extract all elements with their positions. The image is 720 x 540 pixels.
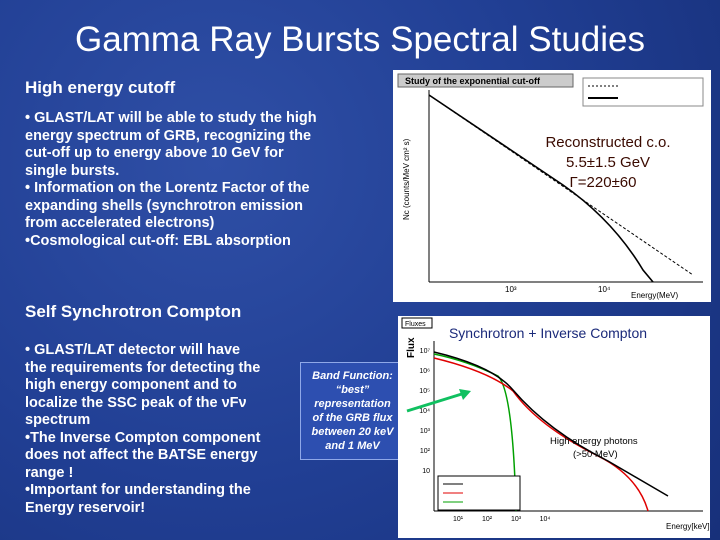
x-tick-label: 10³ <box>505 285 517 294</box>
cutoff-plot: Study of the exponential cut-off Nc (cou… <box>393 70 711 302</box>
cutoff-curve <box>428 94 654 283</box>
annotation: Reconstructed c.o. <box>545 134 670 151</box>
annotation: High energy photons <box>550 436 638 447</box>
bullet-line: •Important for understanding the <box>25 482 251 498</box>
arrow-head <box>459 389 471 400</box>
callout-line: representation <box>314 398 391 410</box>
section-heading: High energy cutoff <box>25 78 176 97</box>
bullet-line: •Cosmological cut-off: EBL absorption <box>25 232 291 249</box>
callout-line: and 1 MeV <box>325 440 380 452</box>
x-tick-label: 10⁴ <box>598 285 611 294</box>
plot-header: Study of the exponential cut-off <box>405 76 541 86</box>
y-tick-label: 10⁵ <box>419 388 430 395</box>
arrow <box>406 389 471 413</box>
y-tick-label: 10⁶ <box>419 368 430 375</box>
arrow-shaft <box>406 391 466 413</box>
callout-line: of the GRB flux <box>312 412 393 424</box>
x-axis-label: Energy(MeV) <box>631 291 678 300</box>
annotation: (>50 MeV) <box>573 449 618 460</box>
bullet-line: high energy component and to <box>25 377 237 393</box>
bullet-line: cut-off up to energy above 10 GeV for <box>25 145 284 161</box>
ssc-plot: Fluxes Synchrotron + Inverse Compton Flu… <box>398 316 710 538</box>
bullet-list: • GLAST/LAT detector will have the requir… <box>25 342 260 517</box>
ic-curve <box>433 357 649 512</box>
plot-background <box>393 70 711 302</box>
callout-box: Band Function: “best” representation of the… <box>300 362 405 460</box>
callout-line: between 20 keV <box>311 426 394 438</box>
y-tick-label: 10² <box>420 448 431 455</box>
x-tick-label: 10¹ <box>453 516 464 523</box>
bullet-line: localize the SSC peak of the νFν <box>25 394 247 411</box>
bullet-line: •The Inverse Compton component <box>25 429 261 446</box>
total-curve <box>433 351 669 497</box>
bullet-line: expanding shells (synchrotron emission <box>25 197 303 214</box>
bullet-line: • Information on the Lorentz Factor of t… <box>25 180 310 196</box>
bullet-line: spectrum <box>25 412 91 428</box>
annotation: 5.5±1.5 GeV <box>566 154 650 171</box>
plot-header: Fluxes <box>405 321 426 328</box>
slide-title: Gamma Ray Bursts Spectral Studies <box>75 20 645 59</box>
annotation: Γ=220±60 <box>570 174 637 191</box>
y-tick-label: 10⁷ <box>420 348 431 355</box>
callout-line: “best” <box>335 384 370 396</box>
y-ticks: 10⁷ 10⁶ 10⁵ 10⁴ 10³ 10² 10 <box>419 348 430 475</box>
x-tick-label: 10² <box>482 516 493 523</box>
x-tick-label: 10³ <box>511 516 522 523</box>
y-tick-label: 10 <box>422 468 430 475</box>
y-tick-label: 10⁴ <box>419 408 430 415</box>
bullet-line: from accelerated electrons) <box>25 215 215 231</box>
plot-header-box <box>401 317 433 329</box>
y-tick-label: 10³ <box>420 428 431 435</box>
x-axis-label: Energy[keV] <box>666 522 710 531</box>
y-axis-label: Flux <box>406 337 417 358</box>
power-law-curve <box>428 94 694 276</box>
callout-line: Band Function: <box>312 370 393 382</box>
y-axis-label: Nc (counts/MeV cm² s) <box>402 138 411 220</box>
bullet-line: single bursts. <box>25 162 120 179</box>
plot-header-box <box>397 73 574 88</box>
x-ticks: 10¹ 10² 10³ 10⁴ <box>453 516 550 523</box>
bullet-line: energy spectrum of GRB, recognizing the <box>25 127 312 144</box>
bullet-list: • GLAST/LAT will be able to study the hi… <box>25 110 317 250</box>
bullet-line: Energy reservoir! <box>25 499 146 516</box>
bullet-line: does not affect the BATSE energy <box>25 447 258 463</box>
bullet-line: the requirements for detecting the <box>25 359 261 376</box>
section-heading: Self Synchrotron Compton <box>25 302 242 321</box>
bullet-line: • GLAST/LAT detector will have <box>25 342 241 358</box>
bullet-line: • GLAST/LAT will be able to study the hi… <box>25 110 317 126</box>
plot-title: Synchrotron + Inverse Compton <box>449 325 647 341</box>
legend-box <box>582 77 704 107</box>
bullet-line: range ! <box>25 464 74 481</box>
x-tick-label: 10⁴ <box>540 516 551 523</box>
